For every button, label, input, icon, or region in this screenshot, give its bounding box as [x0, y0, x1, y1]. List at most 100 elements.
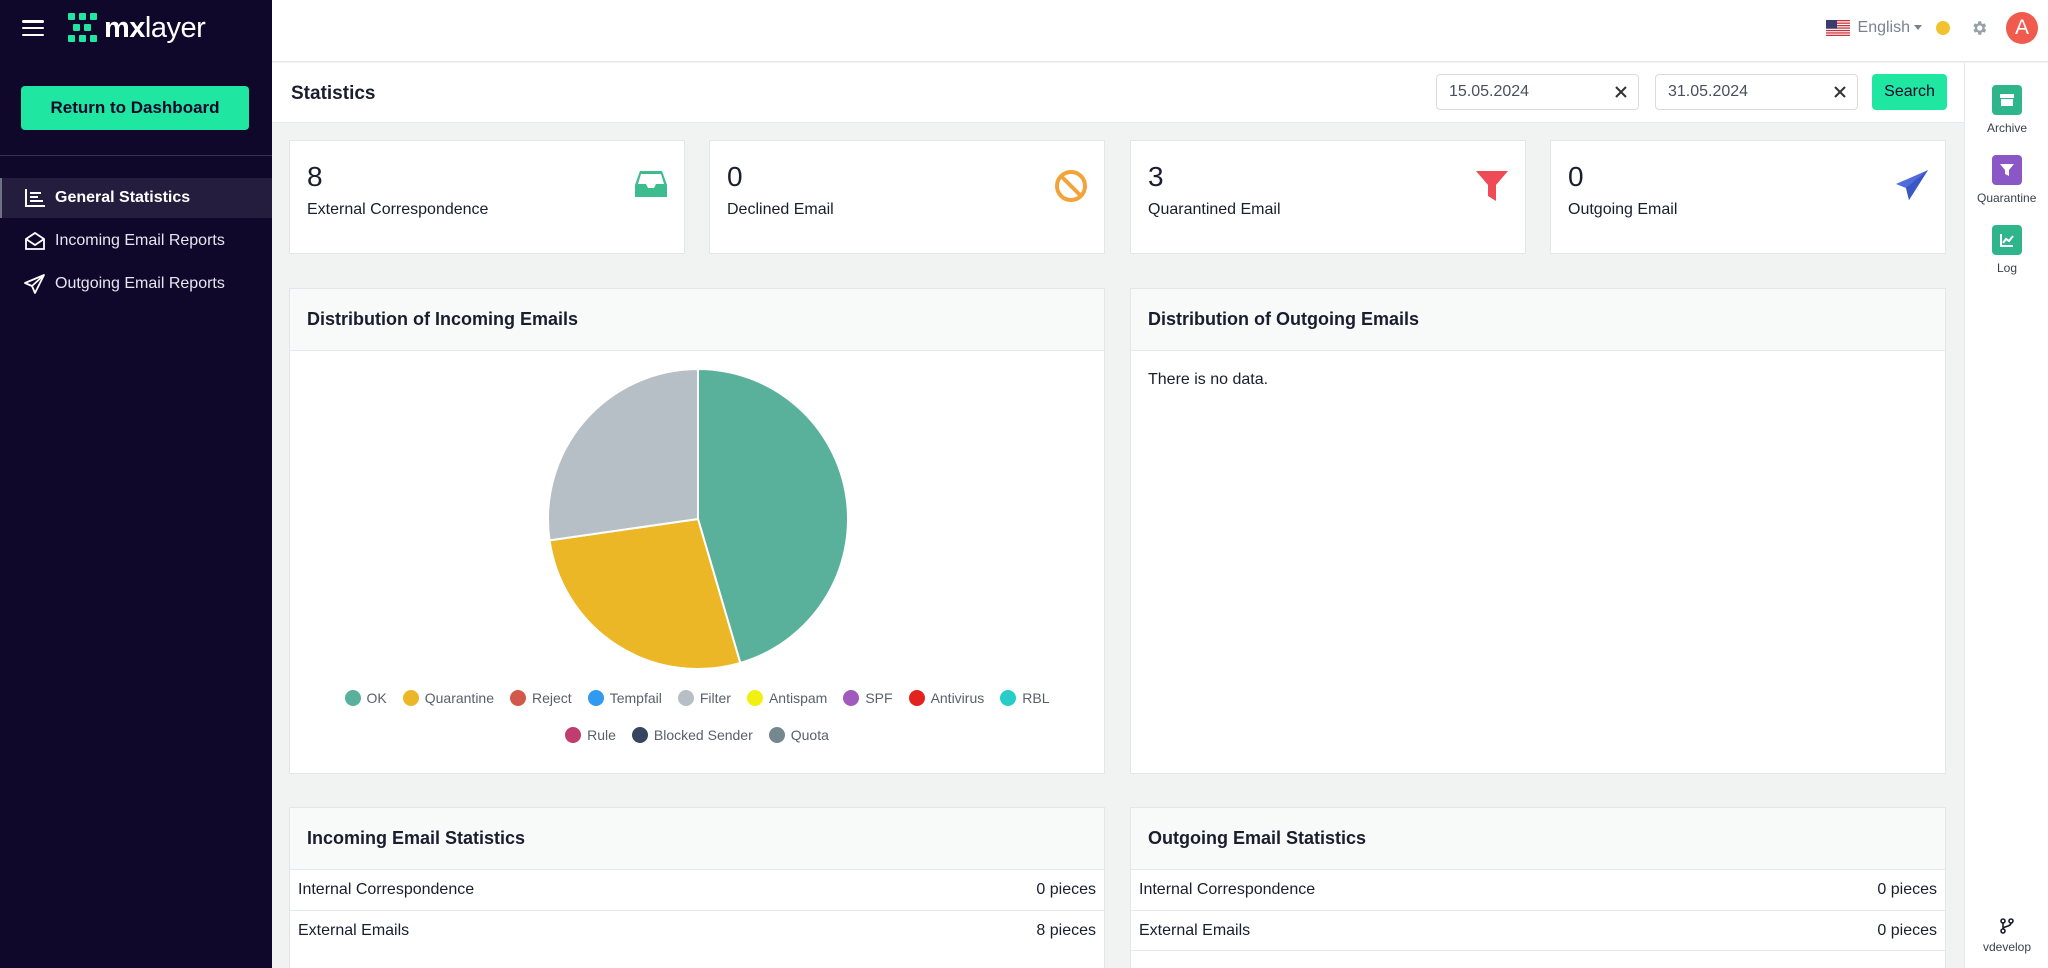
legend-swatch	[344, 690, 361, 706]
table-row: Internal Correspondence 0 pieces	[290, 870, 1104, 910]
table-row: External Emails 0 pieces	[1131, 910, 1945, 950]
rail-item-archive[interactable]: Archive	[1965, 85, 2048, 135]
search-button[interactable]: Search	[1872, 74, 1947, 110]
filter-icon	[1476, 171, 1508, 201]
stat-label: Outgoing Email	[1568, 201, 1678, 218]
chart-bars-icon	[25, 189, 45, 207]
sidebar-item-label: Incoming Email Reports	[55, 232, 225, 249]
return-to-dashboard-button[interactable]: Return to Dashboard	[21, 86, 249, 130]
date-from-field[interactable]: 15.05.2024	[1436, 74, 1639, 110]
legend-swatch	[843, 690, 860, 706]
git-branch-icon	[2000, 918, 2014, 934]
ban-icon	[1055, 170, 1087, 202]
legend-item-quarantine[interactable]: Quarantine	[402, 687, 494, 709]
table-row: Internal Correspondence 0 pieces	[1131, 870, 1945, 910]
outgoing-distribution-panel: Distribution of Outgoing Emails There is…	[1130, 288, 1946, 774]
incoming-distribution-panel: Distribution of Incoming Emails OK Quaran…	[289, 288, 1105, 774]
panel-title: Distribution of Outgoing Emails	[1131, 289, 1945, 351]
pie-slice-ok[interactable]	[697, 367, 849, 665]
legend-row-break	[290, 709, 1104, 724]
legend-label: Antivirus	[930, 690, 985, 706]
legend-item-filter[interactable]: Filter	[677, 687, 731, 709]
avatar[interactable]: A	[2006, 12, 2038, 44]
legend-swatch	[677, 690, 694, 706]
rail-item-log[interactable]: Log	[1965, 225, 2048, 275]
row-label: External Emails	[1139, 921, 1251, 939]
page-title: Statistics	[291, 83, 376, 104]
legend-swatch	[746, 690, 763, 706]
stat-value: 3	[1148, 161, 1164, 192]
pie-slice-quarantine[interactable]	[548, 517, 742, 670]
legend-item-blocked-sender[interactable]: Blocked Sender	[631, 724, 753, 746]
empty-state-text: There is no data.	[1148, 371, 1269, 388]
stat-label: External Correspondence	[307, 201, 489, 218]
row-value: 8 pieces	[1036, 921, 1096, 939]
language-selector[interactable]: English	[1858, 19, 1922, 37]
stat-label: Quarantined Email	[1148, 201, 1281, 218]
sidebar-header: mxlayer	[0, 0, 272, 56]
legend-item-rbl[interactable]: RBL	[1000, 687, 1049, 709]
legend-label: Quota	[790, 727, 829, 743]
stat-value: 0	[1568, 161, 1584, 192]
sidebar-item-outgoing-email-reports[interactable]: Outgoing Email Reports	[0, 264, 272, 304]
legend-label: Tempfail	[609, 690, 662, 706]
top-bar-controls: English A	[1825, 8, 2038, 48]
us-flag-icon[interactable]	[1825, 20, 1850, 36]
date-from-value: 15.05.2024	[1449, 83, 1530, 100]
legend-swatch	[402, 690, 419, 706]
close-icon[interactable]	[1833, 85, 1847, 99]
sidebar-item-incoming-email-reports[interactable]: Incoming Email Reports	[0, 221, 272, 261]
legend-item-antispam[interactable]: Antispam	[746, 687, 828, 709]
legend-label: SPF	[865, 690, 893, 706]
filter-icon	[1992, 155, 2022, 185]
legend-swatch	[587, 690, 604, 706]
legend-label: OK	[366, 690, 387, 706]
stat-card-declined-email: 0 Declined Email	[709, 140, 1105, 254]
sidebar-nav: General Statistics Incoming Email Report…	[0, 178, 272, 307]
legend-label: RBL	[1022, 690, 1050, 706]
row-value: 0 pieces	[1877, 881, 1937, 898]
gear-icon[interactable]	[1970, 19, 1988, 37]
logo[interactable]: mxlayer	[68, 11, 206, 45]
legend-swatch	[631, 727, 648, 743]
panel-title: Outgoing Email Statistics	[1131, 808, 1945, 870]
incoming-stats-panel: Incoming Email Statistics Internal Corre…	[289, 807, 1105, 968]
logo-text: mxlayer	[104, 11, 206, 44]
sidebar-divider	[0, 155, 272, 156]
date-to-value: 31.05.2024	[1668, 83, 1749, 100]
sidebar: mxlayer Return to Dashboard General Stat…	[0, 0, 272, 968]
table-row: External Emails 8 pieces	[290, 910, 1104, 950]
row-label: Internal Correspondence	[1139, 881, 1316, 898]
legend-item-quota[interactable]: Quota	[768, 724, 829, 746]
table-row	[1131, 950, 1945, 968]
legend-label: Reject	[532, 690, 572, 706]
date-to-field[interactable]: 31.05.2024	[1655, 74, 1858, 110]
pie-slice-filter[interactable]	[547, 367, 699, 542]
envelope-open-icon	[25, 231, 45, 250]
stat-card-outgoing-email: 0 Outgoing Email	[1550, 140, 1946, 254]
page-header: Statistics 15.05.2024 31.05.2024 Search	[272, 63, 1964, 123]
legend-label: Antispam	[768, 690, 828, 706]
rail-item-quarantine[interactable]: Quarantine	[1965, 155, 2048, 205]
logo-mark-icon	[68, 13, 98, 43]
paper-plane-icon	[1896, 170, 1928, 200]
legend-label: Filter	[699, 690, 731, 706]
outgoing-stats-panel: Outgoing Email Statistics Internal Corre…	[1130, 807, 1946, 968]
branch-label: vdevelop	[1982, 940, 2032, 954]
legend-item-reject[interactable]: Reject	[510, 687, 572, 709]
hamburger-menu-icon[interactable]	[22, 20, 44, 36]
legend-item-spf[interactable]: SPF	[843, 687, 893, 709]
row-label: Internal Correspondence	[298, 881, 475, 898]
legend-swatch	[510, 690, 527, 706]
legend-item-antivirus[interactable]: Antivirus	[908, 687, 985, 709]
close-icon[interactable]	[1614, 85, 1628, 99]
sidebar-item-general-statistics[interactable]: General Statistics	[0, 178, 272, 218]
legend-swatch	[768, 727, 785, 743]
legend-item-ok[interactable]: OK	[344, 687, 387, 709]
version-branch[interactable]: vdevelop	[1965, 918, 2048, 954]
legend-item-tempfail[interactable]: Tempfail	[587, 687, 662, 709]
legend-item-rule[interactable]: Rule	[565, 724, 616, 746]
rail-item-label: Log	[1996, 261, 2018, 275]
archive-icon	[1992, 85, 2022, 115]
sidebar-item-label: General Statistics	[55, 189, 191, 206]
